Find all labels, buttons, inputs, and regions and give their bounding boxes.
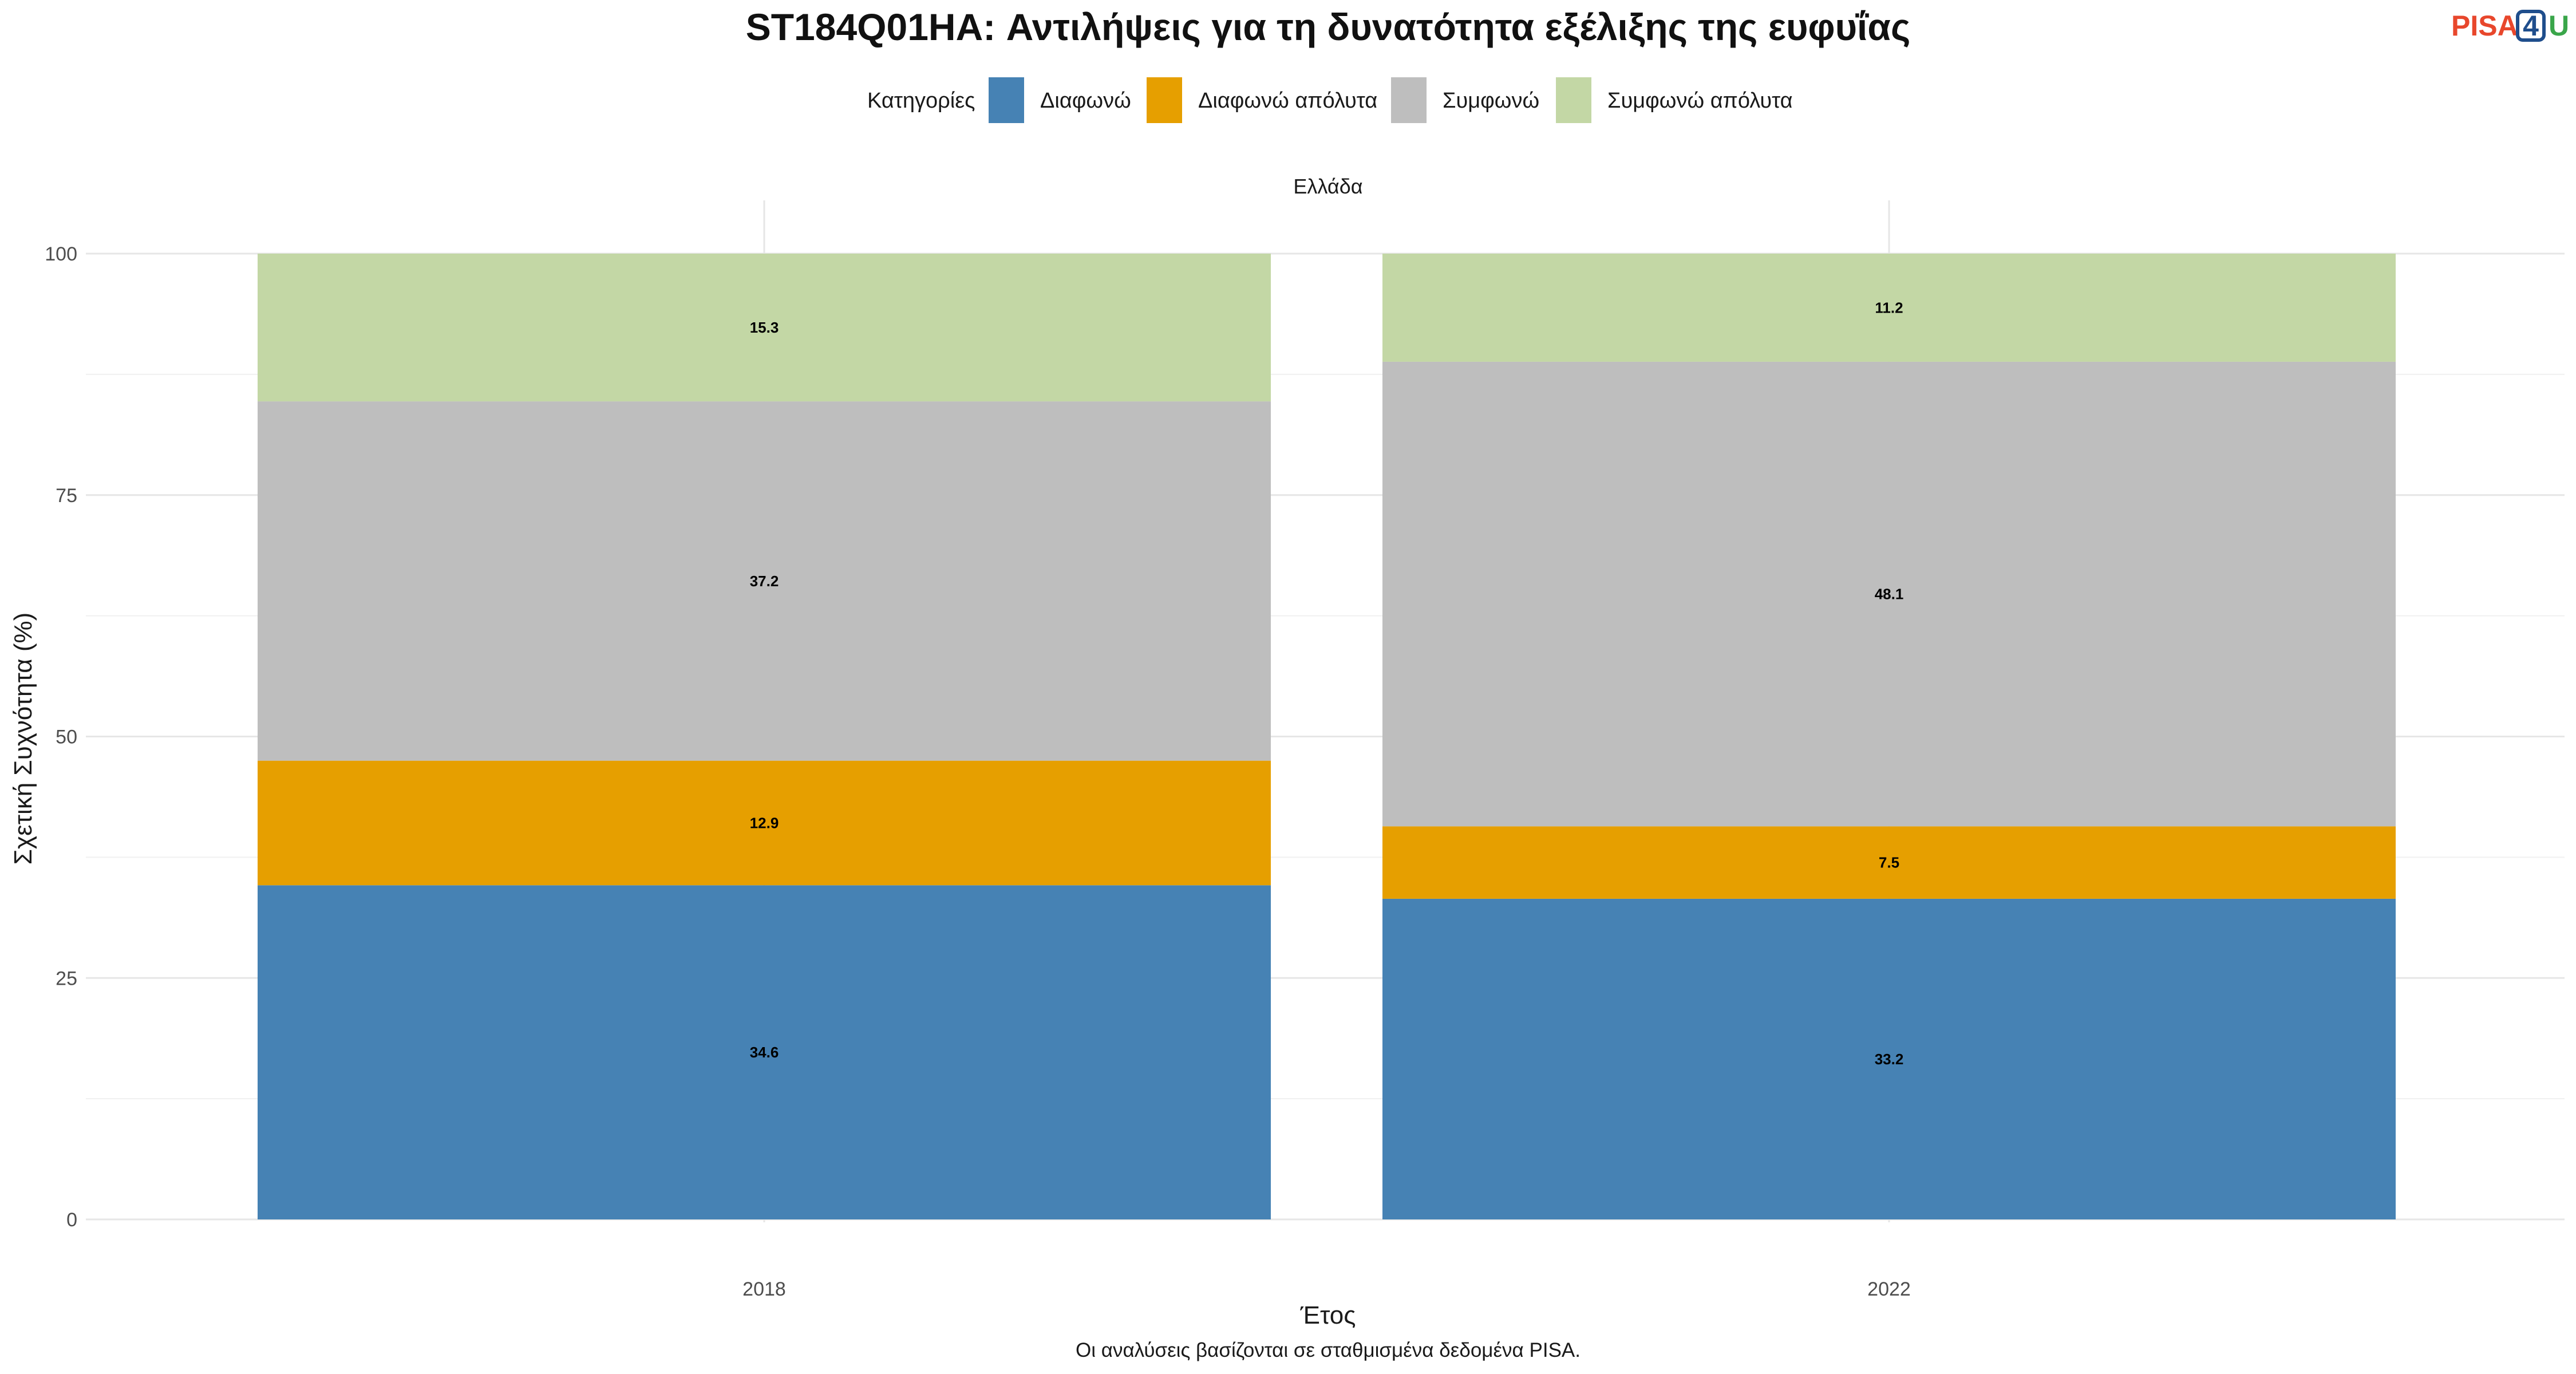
legend-swatch bbox=[989, 77, 1024, 123]
y-axis-title: Σχετική Συχνότητα (%) bbox=[9, 613, 37, 865]
pisa4u-logo: PISA 4 U bbox=[2451, 10, 2569, 42]
bar-segment bbox=[1382, 254, 2396, 362]
legend-swatch bbox=[1147, 77, 1182, 123]
caption: Οι αναλύσεις βασίζονται σε σταθμισμένα δ… bbox=[1076, 1339, 1581, 1361]
bars bbox=[258, 254, 2396, 1219]
y-tick-label: 25 bbox=[56, 968, 77, 989]
legend-swatch bbox=[1391, 77, 1427, 123]
bar-value-label: 33.2 bbox=[1875, 1051, 1904, 1068]
y-tick-label: 0 bbox=[66, 1209, 77, 1231]
logo-text-4: 4 bbox=[2523, 10, 2539, 42]
bar-value-label: 48.1 bbox=[1875, 586, 1904, 603]
logo-box-icon bbox=[2516, 10, 2546, 42]
legend-label: Διαφωνώ απόλυτα bbox=[1198, 89, 1377, 113]
bar-segment bbox=[258, 401, 1271, 761]
axes: 0 25 50 75 100 2018 2022 bbox=[45, 243, 1911, 1300]
bar-labels: 34.6 12.9 37.2 15.3 33.2 7.5 48.1 11.2 bbox=[750, 299, 1904, 1067]
bar-segment bbox=[1382, 826, 2396, 899]
x-tick-label: 2022 bbox=[1867, 1278, 1911, 1300]
logo-text-u: U bbox=[2549, 10, 2569, 42]
y-tick-label: 50 bbox=[56, 727, 77, 748]
facet-label: Ελλάδα bbox=[1293, 175, 1362, 198]
legend-label: Συμφωνώ bbox=[1443, 89, 1539, 113]
legend: Κατηγορίες Διαφωνώ Διαφωνώ απόλυτα Συμφωνώ… bbox=[867, 77, 1793, 123]
x-axis-title: Έτος bbox=[1300, 1301, 1356, 1329]
bar-segment bbox=[258, 760, 1271, 886]
bar-segment bbox=[258, 885, 1271, 1219]
y-tick-label: 100 bbox=[45, 243, 77, 265]
legend-label: Διαφωνώ bbox=[1040, 89, 1131, 113]
legend-title: Κατηγορίες bbox=[867, 89, 975, 113]
bar-value-label: 37.2 bbox=[750, 572, 779, 590]
x-tick-label: 2018 bbox=[742, 1278, 786, 1300]
bar-segment bbox=[1382, 361, 2396, 827]
bar-segment bbox=[258, 254, 1271, 402]
logo-text-pisa: PISA bbox=[2451, 10, 2518, 42]
y-tick-label: 75 bbox=[56, 485, 77, 507]
bar-value-label: 34.6 bbox=[750, 1044, 779, 1061]
bar-value-label: 12.9 bbox=[750, 814, 779, 831]
chart-title: ST184Q01HA: Αντιλήψεις για τη δυνατότητα… bbox=[746, 6, 1911, 48]
legend-swatch bbox=[1556, 77, 1591, 123]
bar-value-label: 7.5 bbox=[1879, 854, 1899, 871]
bar-value-label: 15.3 bbox=[750, 319, 779, 336]
bar-value-label: 11.2 bbox=[1875, 299, 1903, 316]
bar-segment bbox=[1382, 898, 2396, 1219]
legend-label: Συμφωνώ απόλυτα bbox=[1607, 89, 1793, 113]
